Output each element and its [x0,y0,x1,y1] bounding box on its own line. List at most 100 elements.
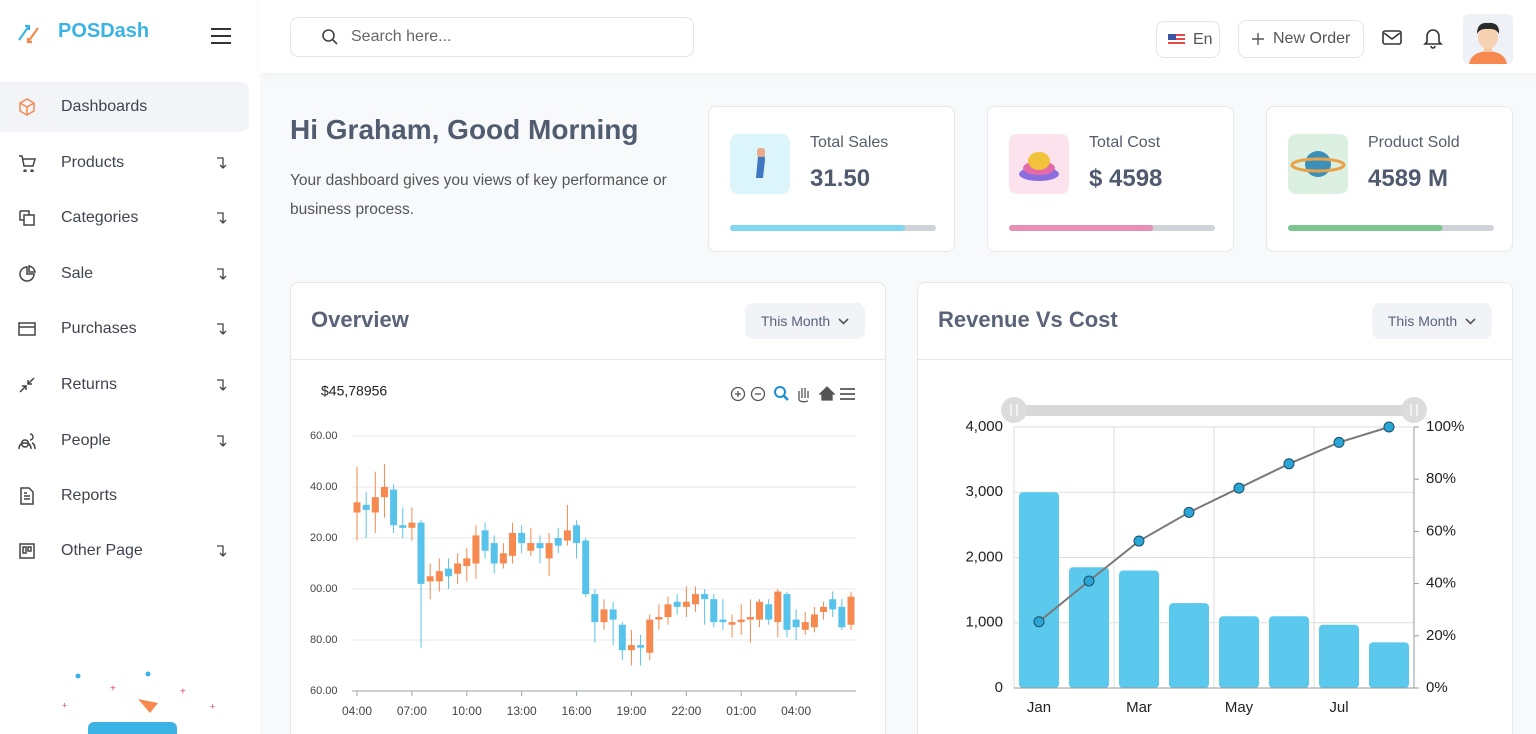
arrow-path [217,435,227,447]
candle-body [573,525,581,544]
nav-label: Categories [61,209,139,226]
candle-body [847,596,855,625]
candle-body [746,617,754,620]
progress-bar [730,225,936,231]
svg-text:+: + [110,684,116,695]
candle-body [820,606,828,612]
new-order-button[interactable]: New Order [1238,20,1364,58]
candle-body [582,540,590,595]
candle-body [756,601,764,620]
candle-body [554,538,562,546]
zoom-handle[interactable] [1401,397,1427,423]
x-tick-label: 01:00 [726,704,756,718]
filter-button[interactable]: This Month [745,303,865,339]
candle-body [371,497,379,513]
arrow-path [217,545,227,557]
arrow-path [217,157,227,169]
candle-body [399,525,407,528]
icon-path [18,322,36,336]
bar [1169,603,1209,688]
top-bar: Search here... En New Order [260,0,1536,73]
x-tick-label: May [1225,699,1254,716]
x-tick-label: 22:00 [671,704,701,718]
candle-body [463,558,471,567]
menu-toggle[interactable] [210,27,232,45]
search-box[interactable]: Search here... [290,17,694,57]
zoom-handle[interactable] [1001,397,1027,423]
icon-path [19,265,36,282]
revenue-cost-chart: 0 1,000 2,000 3,000 4,000 0% 20% 40% 60% 80% 100% J… [965,397,1464,716]
promo-illustration: + + + + [62,671,215,734]
arrow-path [217,379,227,391]
candle-body [783,594,791,630]
filter-button[interactable]: This Month [1372,303,1492,339]
nav-item[interactable]: People [0,416,249,466]
x-tick-label: 13:00 [507,704,537,718]
handle-grip [1010,404,1418,416]
progress-bar [1009,225,1215,231]
stat-label: Product Sold [1368,134,1460,151]
nav-icon [18,322,36,336]
candle-body [609,609,617,620]
candle-body [563,530,571,541]
filter-label: This Month [760,313,831,329]
stat-card: Product Sold 4589 M [1266,106,1513,252]
language-button[interactable]: En [1156,21,1220,58]
avatar[interactable] [1463,14,1513,64]
candle-body [490,543,498,564]
progress-fill [1009,225,1154,231]
y-tick-label: 1,000 [965,614,1003,631]
y-tick-label: 0 [995,679,1003,696]
line-point [1383,421,1395,433]
y-tick-label: 40.00 [310,481,338,493]
arrow-path [217,212,227,224]
submenu-arrow [217,323,227,335]
nav-icon [19,377,35,393]
candle-body [518,532,526,544]
card-title: Overview [311,307,409,332]
nav-item[interactable]: Sale [0,249,249,299]
mail-icon[interactable] [1382,29,1402,47]
candle-body [673,601,681,607]
x-tick-label: Jul [1329,699,1348,716]
submenu-arrow [217,212,227,224]
nav-item[interactable]: Products [0,138,249,188]
candle-body [792,619,800,628]
chart-toolbar [730,386,855,403]
nav-icon [20,487,34,505]
icon-shape [1290,157,1346,173]
candle-body [353,502,361,513]
bar [1119,570,1159,688]
candle-body [829,599,837,610]
candle-body [481,530,489,551]
nav-item[interactable]: Categories [0,193,249,243]
stat-label: Total Cost [1089,134,1161,151]
nav-item[interactable]: Dashboards [0,82,249,132]
candle-body [527,543,535,551]
svg-text:+: + [210,701,215,711]
nav-item[interactable]: Other Page [0,526,249,576]
nav-item[interactable]: Reports [0,471,249,521]
bar [1269,616,1309,688]
icon-path [18,433,36,450]
x-tick-label: 04:00 [342,704,372,718]
nav-item[interactable]: Returns [0,360,249,410]
candle-body [737,619,745,623]
icon-shape [1305,151,1331,177]
candle-body [710,599,718,623]
candle-body [719,619,727,623]
stat-label: Total Sales [810,134,889,151]
bell-icon[interactable] [1423,27,1443,49]
stat-icon [1288,134,1348,194]
nav-icon [19,210,35,226]
y2-tick-label: 0% [1426,679,1448,696]
chart-annotation: $45,78956 [321,383,387,399]
greeting-text: Your dashboard gives you views of key pe… [290,172,667,218]
icon-path [19,98,35,116]
svg-text:+: + [62,700,67,710]
candle-body [765,604,773,620]
candle-body [509,532,517,556]
zoom-track[interactable] [1014,405,1414,416]
nav-item[interactable]: Purchases [0,304,249,354]
y2-tick-label: 100% [1426,418,1464,435]
